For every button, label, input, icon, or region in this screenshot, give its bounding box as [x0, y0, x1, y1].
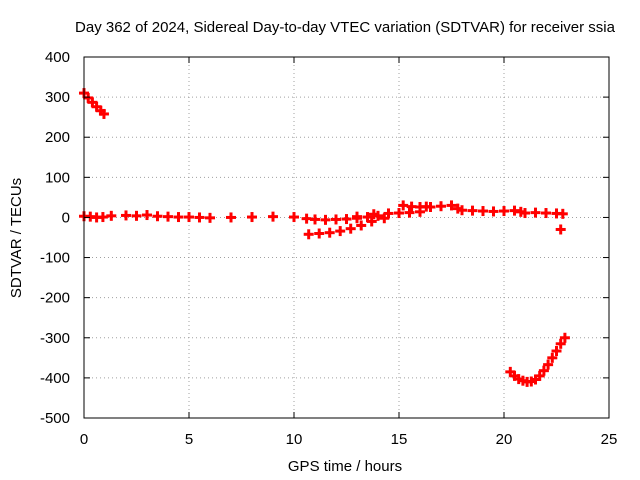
- y-tick-label: 100: [45, 169, 70, 186]
- data-point: [406, 201, 417, 212]
- x-tick-label: 10: [286, 431, 303, 448]
- data-point: [184, 212, 194, 223]
- data-point: [559, 332, 570, 343]
- data-point: [404, 207, 415, 218]
- data-point: [331, 214, 341, 225]
- data-point: [425, 202, 436, 213]
- data-point: [555, 338, 566, 349]
- data-point: [289, 212, 299, 223]
- data-point: [335, 226, 346, 237]
- x-tick-label: 5: [185, 431, 193, 448]
- data-point: [121, 210, 131, 221]
- data-point: [247, 212, 257, 223]
- data-point: [194, 212, 205, 223]
- x-tick-label: 20: [496, 431, 513, 448]
- data-point: [142, 210, 152, 221]
- data-point: [530, 207, 541, 218]
- data-point: [341, 214, 352, 225]
- data-point: [97, 212, 108, 223]
- data-point: [324, 227, 335, 238]
- data-point: [106, 210, 117, 221]
- y-tick-label: -100: [40, 250, 70, 267]
- data-points: [79, 88, 570, 387]
- data-point: [352, 211, 362, 222]
- data-point: [163, 211, 173, 222]
- y-tick-label: -200: [40, 290, 70, 307]
- x-tick-label: 0: [80, 431, 88, 448]
- axis-ticks: 0 5 10 15 20 25 -500 -400 -300 -200 -100 0 100 200 300…: [40, 49, 617, 448]
- data-point: [383, 208, 394, 219]
- plot-frame: [83, 56, 610, 419]
- y-tick-label: -400: [40, 370, 70, 387]
- data-point: [436, 201, 446, 212]
- x-tick-label: 15: [391, 431, 408, 448]
- data-point: [446, 200, 457, 211]
- y-tick-label: 0: [62, 209, 70, 226]
- data-point: [320, 214, 331, 225]
- y-tick-label: 300: [45, 89, 70, 106]
- data-point: [394, 208, 404, 219]
- data-point: [301, 213, 312, 224]
- data-point: [368, 209, 379, 220]
- data-point: [173, 212, 184, 223]
- data-point: [366, 216, 377, 227]
- data-point: [356, 220, 367, 231]
- x-tick-label: 25: [601, 431, 618, 448]
- data-point: [520, 208, 530, 219]
- y-tick-label: -500: [40, 410, 70, 427]
- data-point: [98, 108, 109, 119]
- data-point: [152, 211, 163, 222]
- x-axis-label: GPS time / hours: [288, 458, 402, 475]
- data-point: [478, 206, 488, 217]
- data-point: [547, 352, 558, 363]
- data-point: [557, 208, 568, 219]
- data-point: [543, 359, 554, 370]
- y-axis-label: SDTVAR / TECUs: [8, 178, 25, 298]
- data-point: [131, 210, 142, 221]
- data-point: [398, 200, 409, 211]
- grid-lines: [84, 57, 609, 418]
- data-point: [310, 214, 320, 225]
- data-point: [551, 346, 562, 357]
- chart-title: Day 362 of 2024, Sidereal Day-to-day VTE…: [75, 19, 616, 36]
- data-point: [314, 228, 325, 239]
- data-point: [499, 206, 509, 217]
- data-point: [541, 208, 551, 219]
- data-point: [488, 206, 499, 217]
- data-point: [345, 223, 356, 234]
- y-tick-label: 200: [45, 129, 70, 146]
- data-point: [538, 365, 549, 376]
- data-point: [268, 211, 278, 222]
- data-point: [555, 224, 566, 235]
- y-tick-label: 400: [45, 49, 70, 66]
- data-point: [467, 205, 478, 216]
- data-point: [303, 229, 314, 240]
- y-tick-label: -300: [40, 330, 70, 347]
- data-point: [534, 370, 545, 381]
- data-point: [457, 205, 467, 216]
- data-point: [226, 212, 236, 223]
- data-point: [205, 212, 215, 223]
